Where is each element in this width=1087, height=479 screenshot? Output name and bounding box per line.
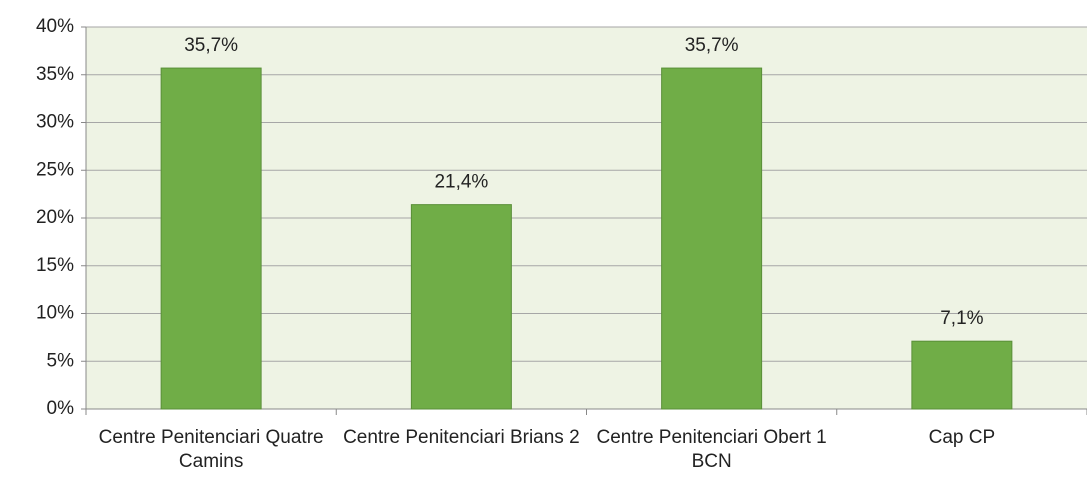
x-tick-label: Centre Penitenciari Quatre Camins: [98, 427, 324, 472]
data-label: 7,1%: [940, 308, 983, 329]
y-tick-label: 0%: [47, 398, 75, 419]
x-tick-label: Centre Penitenciari Brians 2: [343, 427, 580, 448]
y-tick-label: 5%: [47, 350, 75, 371]
y-tick-label: 30%: [36, 112, 74, 133]
x-tick-label: Cap CP: [928, 427, 996, 448]
bar: [160, 67, 262, 410]
x-tick-label: Centre Penitenciari Obert 1 BCN: [596, 427, 827, 472]
data-label: 35,7%: [184, 35, 238, 56]
y-tick-label: 35%: [36, 64, 74, 85]
y-tick-label: 15%: [36, 255, 74, 276]
data-label: 21,4%: [434, 172, 488, 193]
y-tick-label: 10%: [36, 303, 74, 324]
data-label: 35,7%: [685, 35, 739, 56]
bar: [911, 340, 1013, 410]
y-tick-label: 25%: [36, 159, 74, 180]
bar: [410, 204, 512, 410]
y-tick-label: 20%: [36, 207, 74, 228]
y-tick-label: 40%: [36, 16, 74, 37]
bar: [661, 67, 763, 410]
